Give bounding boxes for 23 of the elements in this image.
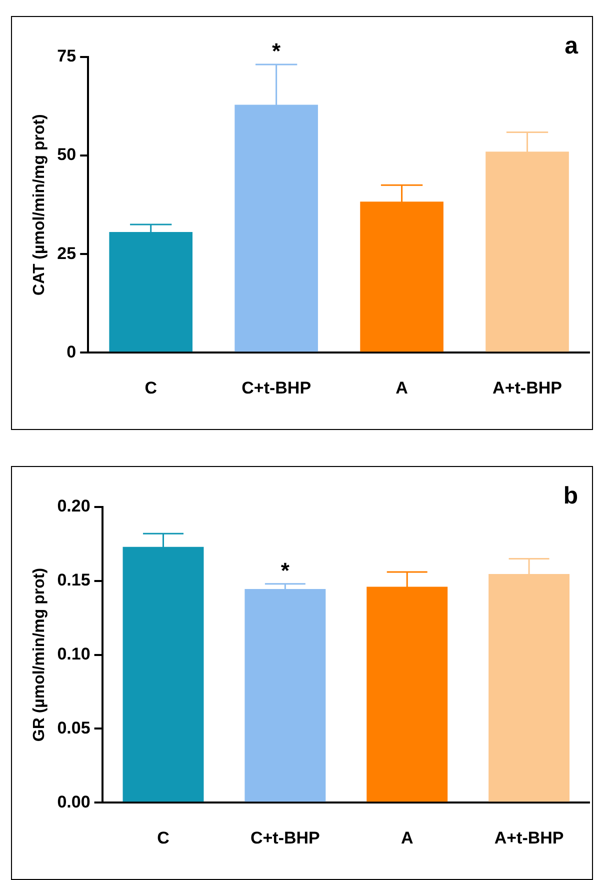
y-tick-label: 0.20 — [57, 496, 90, 516]
annotation: a — [564, 32, 579, 60]
x-tick-label: A — [396, 378, 408, 398]
x-tick-label: C — [144, 378, 157, 398]
x-tick-label: A — [400, 828, 414, 848]
y-tick-label: 25 — [57, 244, 76, 263]
x-tick-label: C — [157, 828, 170, 848]
x-tick-label: C+t-BHP — [242, 378, 312, 398]
x-tick-label: A+t-BHP — [492, 378, 562, 398]
y-tick-label: 50 — [57, 145, 76, 164]
y-tick-label: 0.05 — [57, 718, 90, 738]
x-tick-label: A+t-BHP — [494, 828, 564, 848]
annotation: b — [563, 482, 578, 510]
y-tick-label: 0.00 — [57, 792, 90, 812]
y-axis-title: GR (µmol/min/mg prot) — [31, 568, 48, 742]
x-tick-label: C+t-BHP — [250, 828, 320, 848]
y-tick-label: 0 — [66, 342, 76, 362]
y-tick-label: 75 — [57, 46, 76, 66]
y-axis-title: CAT (µmol/min/mg prot) — [31, 114, 48, 296]
annotation: * — [280, 558, 290, 583]
y-tick-label: 0.10 — [57, 644, 90, 664]
y-tick-label: 0.15 — [57, 570, 90, 590]
annotation: * — [272, 38, 282, 64]
